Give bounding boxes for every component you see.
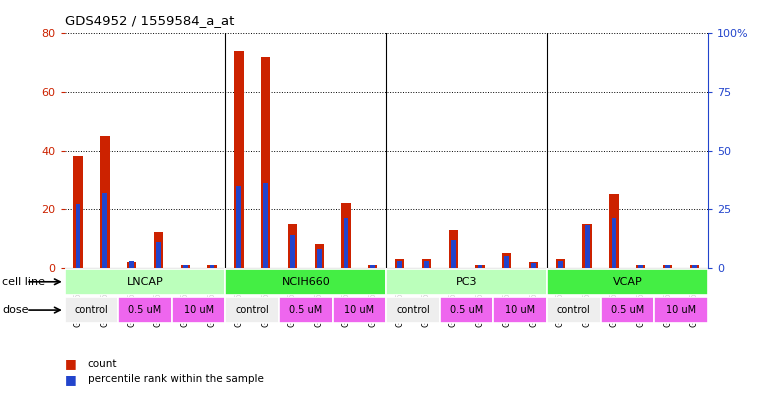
Text: ■: ■ xyxy=(65,373,76,386)
Bar xyxy=(154,233,163,268)
Bar xyxy=(65,269,225,295)
Bar xyxy=(531,263,536,268)
Bar xyxy=(172,297,225,323)
Text: ■: ■ xyxy=(65,357,76,370)
Bar xyxy=(395,259,404,268)
Bar xyxy=(75,204,81,268)
Bar xyxy=(290,235,295,268)
Bar xyxy=(387,297,440,323)
Bar xyxy=(558,261,563,268)
Bar xyxy=(225,269,387,295)
Bar xyxy=(103,193,107,268)
Bar xyxy=(547,297,600,323)
Bar xyxy=(610,195,619,268)
Bar xyxy=(451,239,456,268)
Bar xyxy=(344,219,349,268)
Bar xyxy=(387,269,547,295)
Bar xyxy=(478,265,482,268)
Text: 0.5 uM: 0.5 uM xyxy=(129,305,161,315)
Bar xyxy=(129,261,134,268)
Bar xyxy=(397,261,402,268)
Text: 0.5 uM: 0.5 uM xyxy=(289,305,323,315)
Bar xyxy=(689,265,699,268)
Bar xyxy=(183,265,188,268)
Bar xyxy=(638,265,643,268)
Text: LNCAP: LNCAP xyxy=(126,277,164,287)
Bar xyxy=(422,259,431,268)
Text: 0.5 uM: 0.5 uM xyxy=(450,305,483,315)
Text: 10 uM: 10 uM xyxy=(666,305,696,315)
Bar xyxy=(448,230,458,268)
Text: count: count xyxy=(88,358,117,369)
Bar xyxy=(65,297,118,323)
Text: VCAP: VCAP xyxy=(613,277,642,287)
Text: 0.5 uM: 0.5 uM xyxy=(611,305,644,315)
Bar xyxy=(333,297,387,323)
Bar xyxy=(314,244,324,268)
Bar xyxy=(556,259,565,268)
Bar xyxy=(73,156,83,268)
Bar xyxy=(505,256,509,268)
Bar xyxy=(209,265,215,268)
Text: 10 uM: 10 uM xyxy=(183,305,214,315)
Bar xyxy=(368,265,377,268)
Bar xyxy=(207,265,217,268)
Bar xyxy=(279,297,333,323)
Bar xyxy=(263,183,268,268)
Text: percentile rank within the sample: percentile rank within the sample xyxy=(88,374,263,384)
Bar xyxy=(100,136,110,268)
Bar xyxy=(237,185,241,268)
Bar xyxy=(654,297,708,323)
Text: dose: dose xyxy=(2,305,29,315)
Bar xyxy=(476,265,485,268)
Bar xyxy=(371,265,375,268)
Bar xyxy=(665,265,670,268)
Bar xyxy=(582,224,592,268)
Text: control: control xyxy=(235,305,269,315)
Text: control: control xyxy=(557,305,591,315)
Text: PC3: PC3 xyxy=(456,277,477,287)
Text: 10 uM: 10 uM xyxy=(505,305,535,315)
Bar xyxy=(502,253,511,268)
Text: 10 uM: 10 uM xyxy=(344,305,374,315)
Bar xyxy=(317,249,322,268)
Bar xyxy=(600,297,654,323)
Text: GDS4952 / 1559584_a_at: GDS4952 / 1559584_a_at xyxy=(65,14,234,27)
Bar xyxy=(234,51,244,268)
Text: NCIH660: NCIH660 xyxy=(282,277,330,287)
Text: control: control xyxy=(396,305,430,315)
Bar xyxy=(288,224,297,268)
Bar xyxy=(225,297,279,323)
Bar xyxy=(342,203,351,268)
Bar xyxy=(547,269,708,295)
Bar xyxy=(663,265,672,268)
Bar xyxy=(180,265,190,268)
Bar xyxy=(493,297,547,323)
Bar xyxy=(118,297,172,323)
Bar xyxy=(612,219,616,268)
Bar xyxy=(261,57,270,268)
Bar xyxy=(127,262,136,268)
Bar xyxy=(440,297,493,323)
Bar xyxy=(692,265,697,268)
Text: control: control xyxy=(75,305,108,315)
Text: cell line: cell line xyxy=(2,277,46,287)
Bar xyxy=(636,265,645,268)
Bar xyxy=(424,261,428,268)
Bar xyxy=(584,226,590,268)
Bar xyxy=(156,242,161,268)
Bar xyxy=(529,262,538,268)
